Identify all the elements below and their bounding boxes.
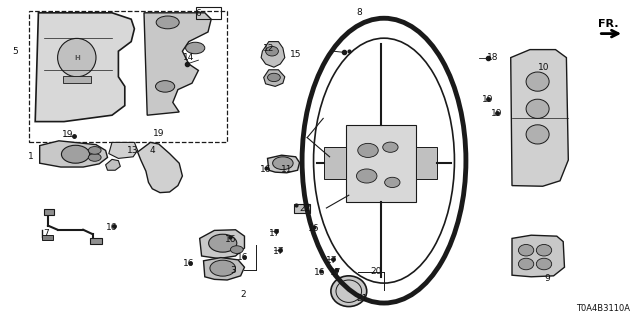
Bar bbox=[90, 238, 102, 244]
Polygon shape bbox=[106, 159, 120, 170]
Text: 16: 16 bbox=[225, 236, 236, 244]
Bar bbox=[63, 76, 91, 83]
Text: 10: 10 bbox=[538, 63, 550, 72]
Text: 11: 11 bbox=[281, 165, 292, 174]
Text: 4: 4 bbox=[150, 146, 155, 155]
Text: 22: 22 bbox=[299, 204, 310, 212]
Bar bbox=[44, 209, 54, 215]
Polygon shape bbox=[346, 125, 416, 202]
Polygon shape bbox=[144, 13, 211, 115]
Polygon shape bbox=[416, 147, 437, 179]
Text: 14: 14 bbox=[183, 53, 195, 62]
Text: 16: 16 bbox=[183, 260, 195, 268]
Ellipse shape bbox=[536, 244, 552, 256]
Ellipse shape bbox=[156, 81, 175, 92]
Text: 18: 18 bbox=[487, 53, 499, 62]
Ellipse shape bbox=[526, 99, 549, 118]
Text: 16: 16 bbox=[106, 223, 118, 232]
Ellipse shape bbox=[61, 145, 90, 163]
Polygon shape bbox=[512, 235, 564, 277]
Bar bbox=[42, 235, 53, 240]
Polygon shape bbox=[324, 147, 346, 179]
Text: 17: 17 bbox=[330, 268, 341, 277]
Polygon shape bbox=[40, 141, 108, 167]
Text: 6: 6 bbox=[196, 9, 201, 18]
Text: 3: 3 bbox=[231, 266, 236, 275]
Polygon shape bbox=[268, 155, 300, 173]
Polygon shape bbox=[261, 42, 285, 67]
Ellipse shape bbox=[518, 244, 534, 256]
Text: 16: 16 bbox=[314, 268, 326, 277]
Text: 19: 19 bbox=[153, 129, 164, 138]
Polygon shape bbox=[109, 142, 138, 158]
Polygon shape bbox=[138, 142, 182, 193]
Ellipse shape bbox=[186, 42, 205, 54]
Ellipse shape bbox=[385, 177, 400, 188]
Text: 8: 8 bbox=[357, 8, 362, 17]
Bar bbox=[196, 7, 221, 19]
Polygon shape bbox=[200, 230, 244, 259]
Bar bbox=[29, 11, 227, 142]
Text: 17: 17 bbox=[273, 247, 284, 256]
Text: 17: 17 bbox=[269, 229, 281, 238]
Text: 16: 16 bbox=[260, 165, 271, 174]
Ellipse shape bbox=[536, 258, 552, 270]
Ellipse shape bbox=[88, 154, 101, 161]
Text: 19: 19 bbox=[62, 130, 74, 139]
Text: 20: 20 bbox=[371, 268, 382, 276]
Text: 13: 13 bbox=[127, 146, 139, 155]
Text: 15: 15 bbox=[290, 50, 301, 59]
Polygon shape bbox=[264, 70, 285, 86]
Ellipse shape bbox=[273, 157, 293, 170]
Text: FR.: FR. bbox=[598, 19, 618, 29]
Text: 7: 7 bbox=[44, 229, 49, 238]
Ellipse shape bbox=[331, 276, 367, 307]
Ellipse shape bbox=[230, 246, 243, 253]
Text: 2: 2 bbox=[241, 290, 246, 299]
Ellipse shape bbox=[156, 16, 179, 29]
Text: H: H bbox=[74, 55, 79, 60]
Polygon shape bbox=[204, 258, 244, 280]
Ellipse shape bbox=[358, 143, 378, 157]
Ellipse shape bbox=[210, 260, 236, 276]
Text: 19: 19 bbox=[491, 109, 502, 118]
Text: 21: 21 bbox=[356, 294, 367, 303]
Text: 17: 17 bbox=[326, 256, 337, 265]
Ellipse shape bbox=[383, 142, 398, 152]
Ellipse shape bbox=[526, 72, 549, 91]
Text: T0A4B3110A: T0A4B3110A bbox=[577, 304, 630, 313]
Polygon shape bbox=[511, 50, 568, 186]
Ellipse shape bbox=[518, 258, 534, 270]
Text: 16: 16 bbox=[308, 224, 319, 233]
Ellipse shape bbox=[356, 169, 377, 183]
Ellipse shape bbox=[266, 46, 278, 56]
Text: 5: 5 bbox=[12, 47, 17, 56]
Ellipse shape bbox=[88, 147, 101, 154]
Text: 16: 16 bbox=[237, 253, 249, 262]
Text: 12: 12 bbox=[263, 44, 275, 52]
Polygon shape bbox=[35, 13, 134, 122]
Ellipse shape bbox=[58, 38, 96, 77]
Text: 1: 1 bbox=[28, 152, 33, 161]
Bar bbox=[294, 204, 310, 213]
Ellipse shape bbox=[526, 125, 549, 144]
Ellipse shape bbox=[268, 73, 280, 82]
Ellipse shape bbox=[209, 234, 237, 252]
Text: 19: 19 bbox=[482, 95, 493, 104]
Text: 9: 9 bbox=[545, 274, 550, 283]
